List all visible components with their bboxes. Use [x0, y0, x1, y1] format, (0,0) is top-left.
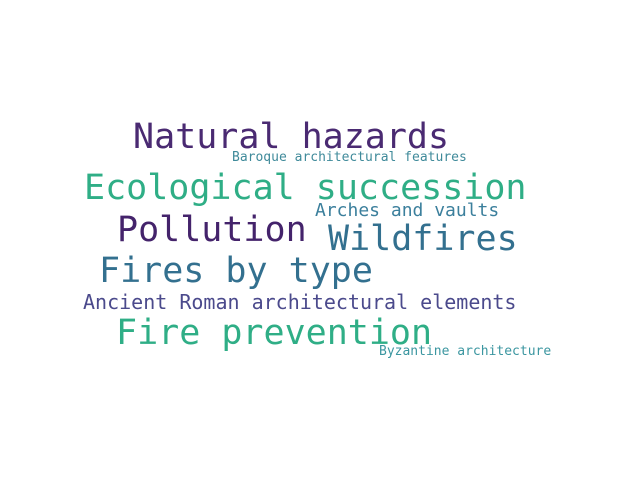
word-arches-and-vaults: Arches and vaults — [315, 200, 500, 221]
word-byzantine-architecture: Byzantine architecture — [379, 344, 552, 359]
word-wildfires: Wildfires — [328, 219, 518, 259]
word-pollution: Pollution — [117, 210, 307, 250]
word-ecological-succession: Ecological succession — [84, 168, 527, 208]
word-fires-by-type: Fires by type — [99, 251, 373, 291]
word-fire-prevention: Fire prevention — [116, 313, 433, 353]
word-natural-hazards: Natural hazards — [133, 117, 450, 157]
word-baroque-architectural-features: Baroque architectural features — [232, 150, 467, 165]
word-ancient-roman-architectural-elements: Ancient Roman architectural elements — [83, 290, 517, 314]
